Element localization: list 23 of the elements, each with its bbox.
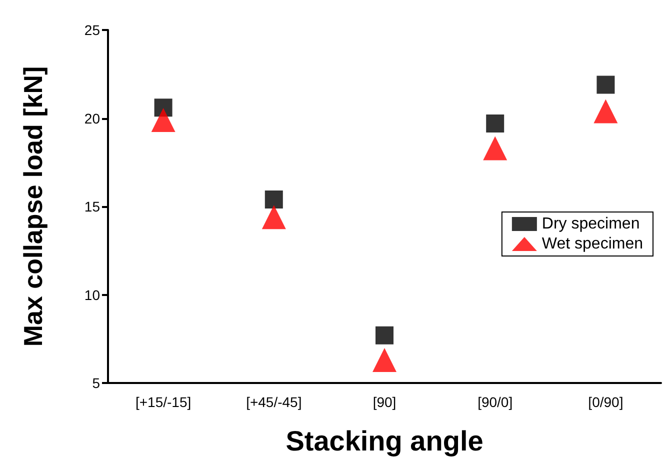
y-axis-title: Max collapse load [kN] [18, 66, 48, 347]
x-tick-label: [90/0] [478, 394, 513, 410]
legend-label: Dry specimen [542, 216, 640, 232]
legend-label: Wet specimen [542, 236, 643, 252]
point [594, 99, 618, 124]
y-tick-label: 15 [84, 198, 100, 214]
point [262, 205, 286, 230]
x-tick-label: [+45/-45] [246, 394, 302, 410]
point [483, 136, 508, 160]
y-tick-label: 20 [84, 110, 100, 126]
point [372, 348, 396, 372]
x-tick-label: [0/90] [588, 394, 624, 410]
y-tick-label: 10 [84, 286, 100, 303]
point [486, 114, 504, 133]
y-tick-label: 5 [92, 375, 100, 391]
x-tick-label: [90] [372, 394, 396, 410]
point [264, 190, 283, 208]
x-axis-title: Stacking angle [286, 426, 484, 456]
point [151, 108, 176, 132]
point [596, 76, 615, 94]
point [376, 326, 394, 344]
x-tick-label: [+15/-15] [135, 394, 192, 410]
y-tick-label: 25 [84, 22, 100, 38]
